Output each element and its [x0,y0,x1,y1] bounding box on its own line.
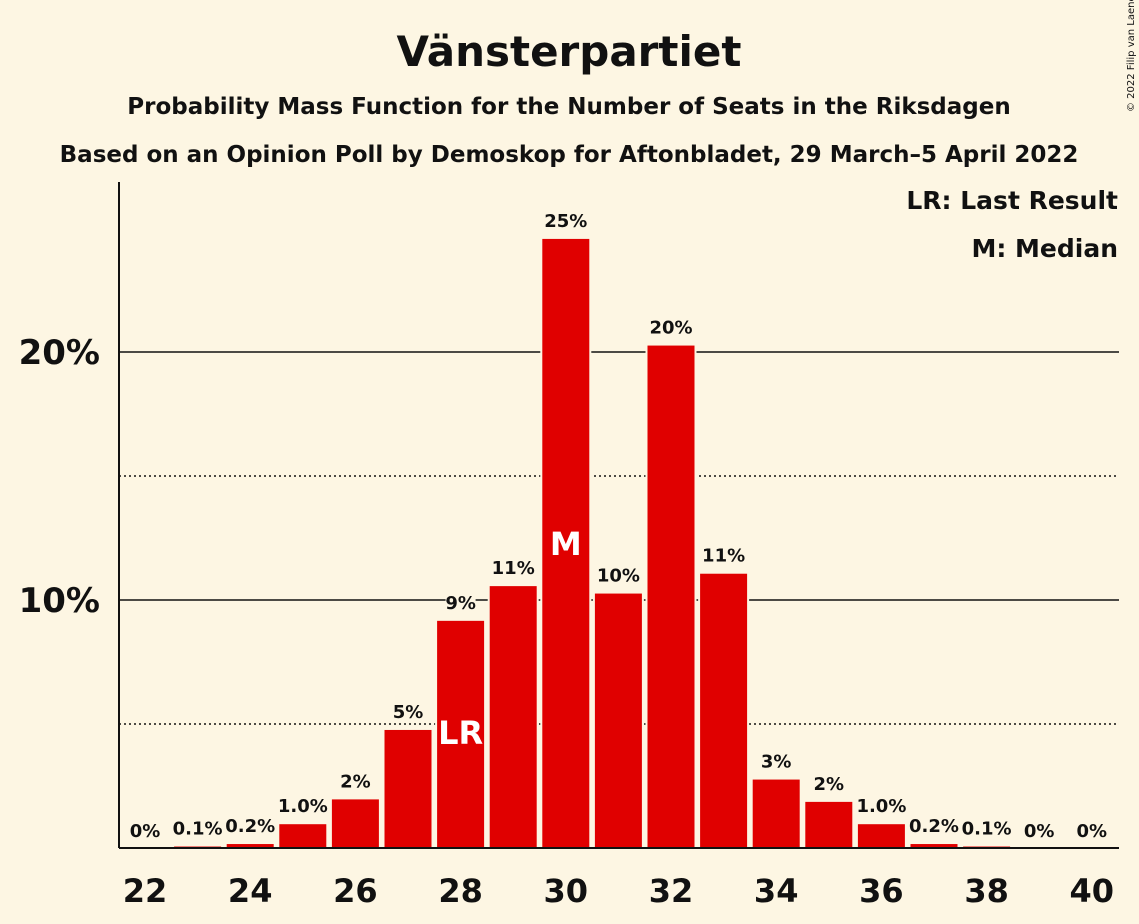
data-label-seat-33: 11% [702,546,745,567]
data-label-bg [650,314,692,339]
copyright-text: © 2022 Filip van Laenen [1126,0,1137,112]
data-label-bg [492,555,534,580]
data-label-bg [340,768,371,793]
data-label-bg [597,562,639,587]
bar-seat-29 [487,584,539,849]
chart-subtitle-2: Based on an Opinion Poll by Demoskop for… [60,142,1079,168]
chart-title: Vänsterpartiet [397,27,742,76]
y-tick-label-20: 20% [19,333,100,373]
data-label-bg [703,542,745,567]
data-label-bg [1024,818,1055,842]
data-label-seat-25: 1.0% [278,796,328,817]
data-label-seat-24: 0.2% [225,816,275,837]
x-tick-label-28: 28 [438,872,483,910]
x-tick-label-22: 22 [123,872,168,910]
x-tick-label-24: 24 [228,872,273,910]
data-label-bg [855,793,908,818]
data-label-seat-26: 2% [340,771,371,792]
data-label-seat-34: 3% [761,752,792,773]
data-label-seat-28: 9% [445,593,476,614]
x-tick-label-38: 38 [964,872,1009,910]
bar-seat-36 [855,822,907,850]
data-label-seat-23: 0.1% [173,819,223,840]
data-label-seat-31: 10% [597,566,640,587]
legend-last-result: LR: Last Result [906,186,1118,215]
data-label-bg [1076,818,1107,842]
data-label-seat-39: 0% [1024,821,1055,842]
bar-seat-27 [382,727,434,850]
x-tick-label-32: 32 [649,872,694,910]
data-label-bg [960,815,1013,840]
x-tick-label-26: 26 [333,872,378,910]
bar-seat-32 [645,343,697,849]
last-result-marker: LR [438,714,483,752]
data-label-seat-27: 5% [393,702,424,723]
data-label-seat-29: 11% [492,558,535,579]
bar-seat-25 [277,822,329,850]
x-tick-label-34: 34 [754,872,799,910]
bar-seat-31 [592,591,644,849]
data-label-seat-30: 25% [544,211,587,232]
data-label-bg [224,813,277,838]
bar-seat-26 [329,797,381,850]
data-label-bg [813,770,844,795]
data-label-seat-32: 20% [649,318,692,339]
x-axis-ticks: 22 24 26 28 30 32 34 36 38 40 [123,872,1114,910]
y-tick-label-10: 10% [19,581,100,621]
data-label-seat-36: 1.0% [856,796,906,817]
bar-seat-30 [540,236,592,850]
bar-seat-34 [750,777,802,849]
x-tick-label-40: 40 [1070,872,1115,910]
median-marker: M [550,525,582,563]
data-label-seat-38: 0.1% [962,819,1012,840]
data-label-bg [393,698,423,723]
data-label-seat-40: 0% [1077,821,1108,842]
x-tick-label-36: 36 [859,872,904,910]
data-label-seat-35: 2% [814,774,845,795]
data-label-seat-37: 0.2% [909,816,959,837]
data-label-bg [171,815,224,840]
bars [172,236,1013,850]
data-label-bg [276,793,329,818]
x-tick-label-30: 30 [544,872,589,910]
data-label-bg [445,589,476,614]
bar-seat-28 [435,618,487,850]
data-label-bg [130,818,160,842]
chart-subtitle: Probability Mass Function for the Number… [127,94,1010,120]
bar-seat-35 [803,799,855,850]
data-label-bg [908,813,960,838]
data-label-bg [545,207,587,232]
data-labels: 0% 0.1% 0.2%1.0%2%5%9%11%25%10%20%11%3%2%1… [130,207,1108,842]
legend-median: M: Median [971,234,1118,263]
data-label-bg [761,748,792,773]
data-label-seat-22: 0% [130,821,161,842]
y-axis-ticks: 10% 20% [19,333,100,621]
bar-seat-33 [698,571,750,849]
